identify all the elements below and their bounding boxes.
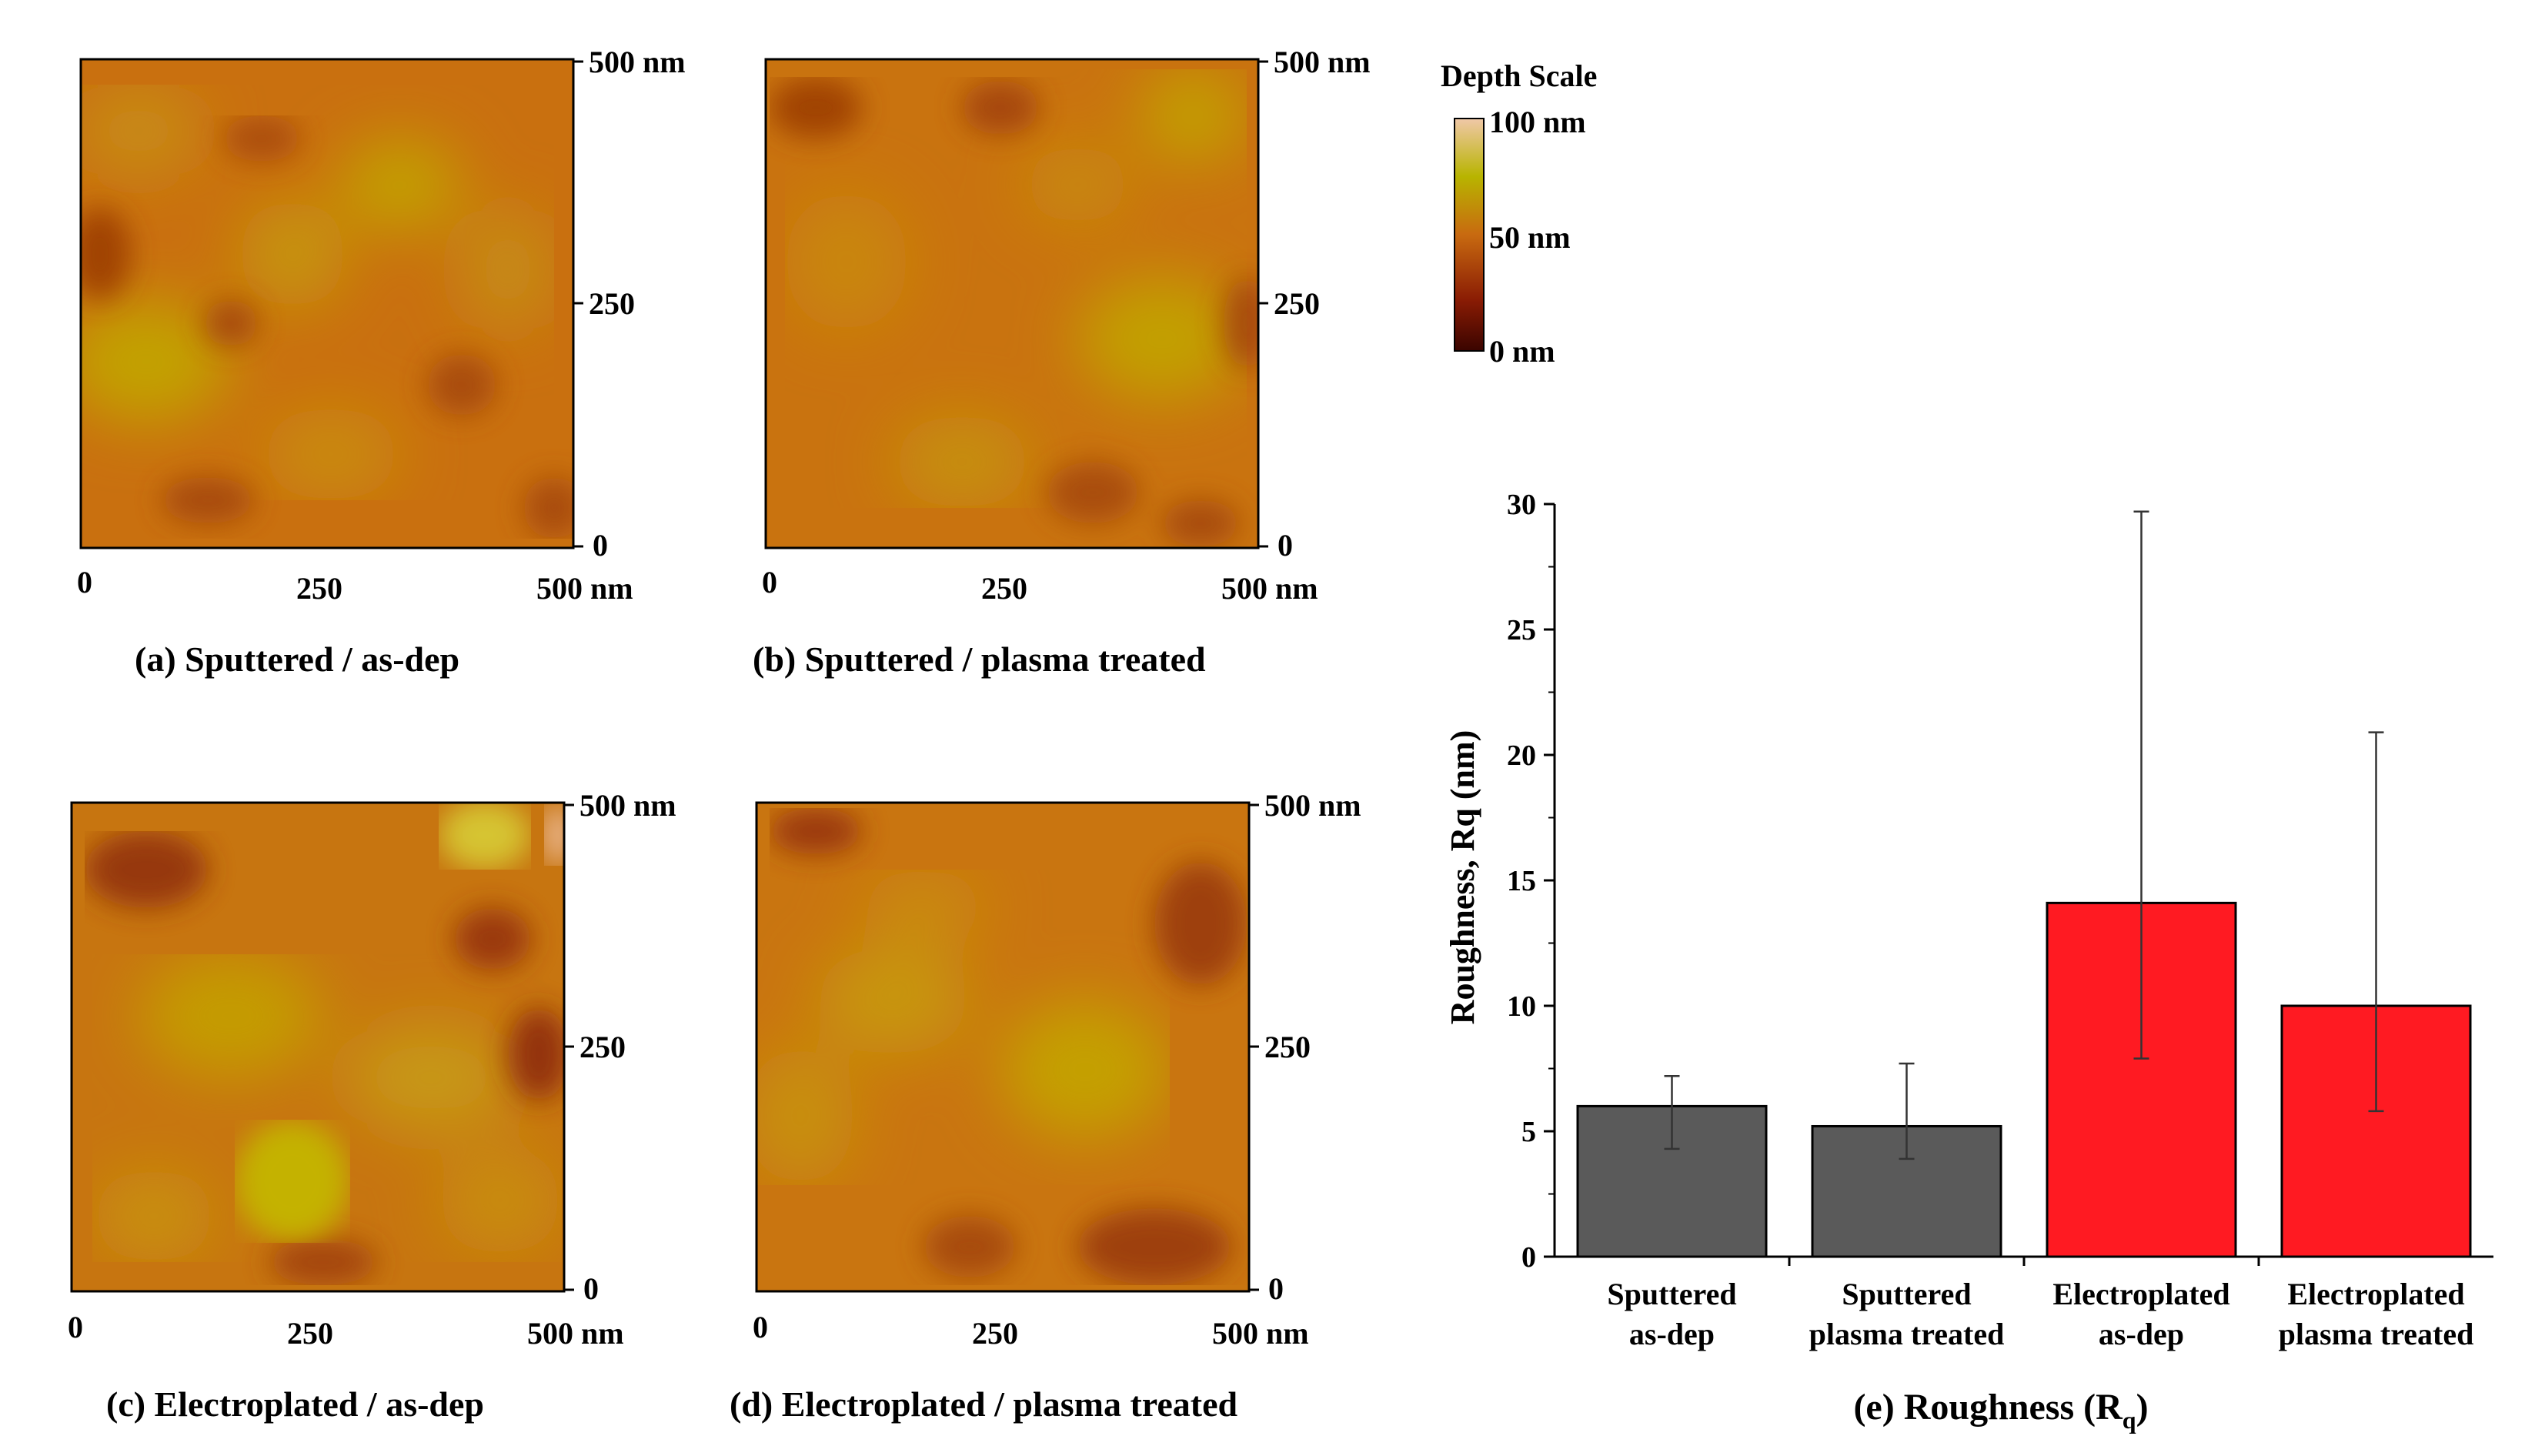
grain-bright [439,803,531,870]
caption-b: (b) Sputtered / plasma treated [753,640,1206,679]
chart-title-main: (e) Roughness (R [1853,1387,2123,1428]
grain-peak [544,804,564,866]
roughness-bar-chart: 0 5 10 15 20 25 30 Sputtered as-dep Sputtered pla… [1444,489,2493,1434]
depth-scale-title: Depth Scale [1441,58,1597,93]
tick-label: 250 [287,1316,333,1351]
depth-label-max: 100 nm [1489,105,1586,139]
tick-label: 250 [1274,286,1320,321]
tick-label: 250 [579,1030,626,1064]
tick-label: 0 [1268,1271,1284,1306]
depth-scale: Depth Scale 100 nm 50 nm 0 nm [1441,58,1597,369]
tick-label: 500 nm [579,788,676,823]
afm-image-b [766,59,1258,548]
y-tick-label: 5 [1521,1116,1536,1148]
chart-y-ticks: 0 5 10 15 20 25 30 [1507,489,1555,1274]
x-category-label: plasma treated [1809,1317,2005,1351]
chart-bars [1576,901,2472,1258]
y-tick-label: 25 [1507,614,1536,646]
chart-x-categories: Sputtered as-dep Sputtered plasma treated El… [1607,1277,2473,1351]
tick-label: 500 nm [536,571,633,606]
y-tick-label: 15 [1507,865,1536,897]
tick-label: 0 [762,565,777,599]
tick-label: 500 nm [1212,1316,1309,1351]
tick-label: 250 [589,286,635,321]
tick-label: 250 [1264,1030,1311,1064]
afm-panel-d [755,801,1251,1293]
tick-label: 250 [296,571,342,606]
tick-label: 500 nm [589,45,686,79]
afm-image-c [72,803,564,1291]
y-tick-label: 30 [1507,489,1536,521]
caption-d: (d) Electroplated / plasma treated [730,1384,1238,1424]
afm-panel-a [79,58,575,549]
x-category-label: as-dep [1629,1317,1715,1351]
afm-image-a [81,59,573,548]
chart-title-close: ) [2136,1387,2149,1428]
chart-title-sub: q [2123,1406,2136,1434]
y-tick-label: 20 [1507,740,1536,772]
y-tick-label: 0 [1521,1241,1536,1274]
x-category-label: as-dep [2099,1317,2184,1351]
tick-label: 500 nm [1264,788,1361,823]
tick-label: 500 nm [1221,571,1318,606]
tick-label: 250 [972,1316,1018,1351]
tick-label: 0 [593,528,608,563]
tick-label: 500 nm [1274,45,1371,79]
x-category-label: Sputtered [1842,1277,1971,1311]
x-category-label: Electroplated [2287,1277,2464,1311]
x-category-label: Electroplated [2052,1277,2229,1311]
chart-title: (e) Roughness (Rq) [1853,1387,2148,1434]
depth-label-min: 0 nm [1489,334,1555,369]
tick-label: 0 [583,1271,599,1306]
grain-large [235,1120,350,1243]
tick-label: 0 [68,1310,83,1344]
depth-colorbar [1454,118,1485,352]
tick-label: 250 [981,571,1027,606]
tick-label: 0 [77,565,92,599]
x-category-label: Sputtered [1607,1277,1736,1311]
tick-label: 0 [1278,528,1293,563]
y-tick-label: 10 [1507,990,1536,1023]
afm-panel-b [764,58,1260,549]
x-category-label: plasma treated [2279,1317,2474,1351]
tick-label: 500 nm [527,1316,624,1351]
caption-c: (c) Electroplated / as-dep [106,1384,484,1424]
tick-label: 0 [753,1310,768,1344]
afm-image-d [756,803,1249,1291]
afm-panel-c [70,801,566,1293]
caption-a: (a) Sputtered / as-dep [135,640,459,679]
afm-labels: 500 nm 250 0 0 250 500 nm (a) Sputtered … [68,45,1371,1424]
depth-label-mid: 50 nm [1489,220,1571,255]
y-axis-label: Roughness, Rq (nm) [1444,730,1481,1025]
chart-error-bars [1664,510,2384,1160]
